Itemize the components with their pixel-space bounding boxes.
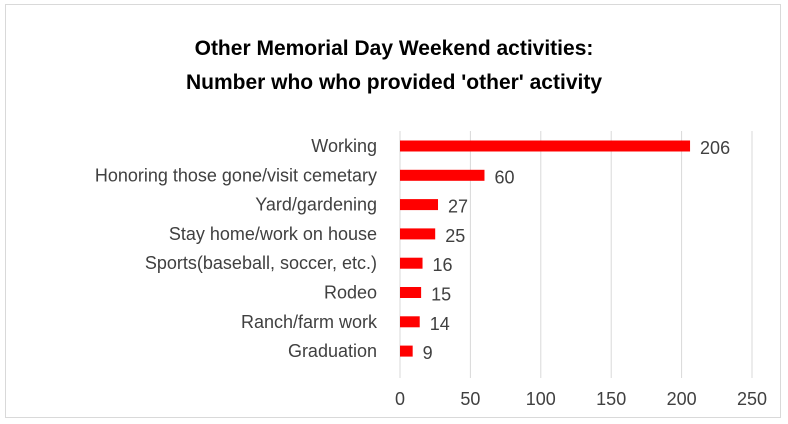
gridlines — [399, 131, 753, 378]
category-label: Honoring those gone/visit cemetary — [95, 165, 377, 185]
x-tick-label: 50 — [460, 389, 480, 409]
x-tick-label: 250 — [737, 389, 767, 409]
data-labels: 206 60 27 25 16 15 14 9 — [423, 138, 730, 363]
category-labels: Working Honoring those gone/visit cemetar… — [95, 136, 378, 361]
chart-title: Other Memorial Day Weekend activities: — [194, 37, 594, 60]
bar — [400, 287, 422, 298]
bar — [400, 140, 691, 152]
x-tick-labels: 0 50 100 150 200 250 — [395, 389, 767, 409]
data-label: 15 — [431, 285, 451, 305]
data-label: 27 — [448, 197, 468, 217]
category-label: Graduation — [288, 341, 377, 361]
category-label: Rodeo — [324, 283, 377, 303]
category-label: Stay home/work on house — [169, 224, 377, 244]
data-label: 16 — [433, 255, 453, 275]
data-label: 9 — [423, 343, 433, 363]
data-label: 25 — [445, 226, 465, 246]
bar — [400, 257, 423, 269]
chart-frame — [5, 4, 781, 418]
category-label: Working — [311, 136, 377, 156]
data-label: 206 — [700, 138, 730, 158]
x-tick-label: 100 — [526, 389, 556, 409]
category-label: Sports(baseball, soccer, etc.) — [145, 253, 377, 273]
bar — [400, 169, 485, 181]
x-tick-label: 200 — [667, 389, 697, 409]
x-tick-label: 150 — [596, 389, 626, 409]
bars — [400, 140, 691, 357]
bar — [400, 316, 420, 328]
bar — [400, 199, 439, 211]
chart-title-block: Other Memorial Day Weekend activities: N… — [0, 32, 788, 100]
category-label: Ranch/farm work — [241, 312, 378, 332]
chart-subtitle: Number who who provided 'other' activity — [185, 71, 603, 94]
data-label: 14 — [430, 314, 450, 334]
data-label: 60 — [494, 167, 514, 187]
bar — [400, 345, 413, 357]
bar — [400, 228, 436, 240]
category-label: Yard/gardening — [255, 195, 377, 215]
x-tick-label: 0 — [395, 389, 405, 409]
